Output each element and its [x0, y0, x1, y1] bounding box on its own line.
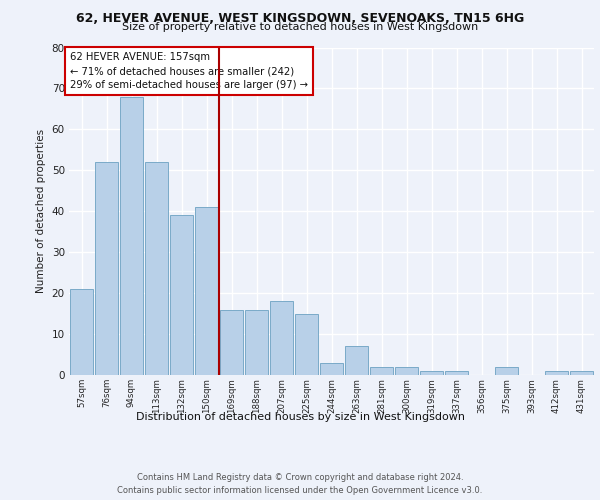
- Y-axis label: Number of detached properties: Number of detached properties: [36, 129, 46, 294]
- Text: Contains HM Land Registry data © Crown copyright and database right 2024.
Contai: Contains HM Land Registry data © Crown c…: [118, 472, 482, 494]
- Bar: [370, 367, 393, 375]
- Text: Size of property relative to detached houses in West Kingsdown: Size of property relative to detached ho…: [122, 22, 478, 32]
- Bar: [120, 96, 143, 375]
- Bar: [445, 371, 468, 375]
- Bar: [220, 310, 243, 375]
- Bar: [545, 371, 568, 375]
- Bar: [270, 302, 293, 375]
- Bar: [495, 367, 518, 375]
- Text: 62 HEVER AVENUE: 157sqm
← 71% of detached houses are smaller (242)
29% of semi-d: 62 HEVER AVENUE: 157sqm ← 71% of detache…: [70, 52, 308, 90]
- Bar: [395, 367, 418, 375]
- Bar: [570, 371, 593, 375]
- Bar: [245, 310, 268, 375]
- Bar: [345, 346, 368, 375]
- Bar: [95, 162, 118, 375]
- Bar: [420, 371, 443, 375]
- Bar: [195, 207, 218, 375]
- Bar: [295, 314, 318, 375]
- Bar: [70, 289, 93, 375]
- Bar: [145, 162, 168, 375]
- Text: Distribution of detached houses by size in West Kingsdown: Distribution of detached houses by size …: [136, 412, 464, 422]
- Text: 62, HEVER AVENUE, WEST KINGSDOWN, SEVENOAKS, TN15 6HG: 62, HEVER AVENUE, WEST KINGSDOWN, SEVENO…: [76, 12, 524, 26]
- Bar: [320, 362, 343, 375]
- Bar: [170, 216, 193, 375]
